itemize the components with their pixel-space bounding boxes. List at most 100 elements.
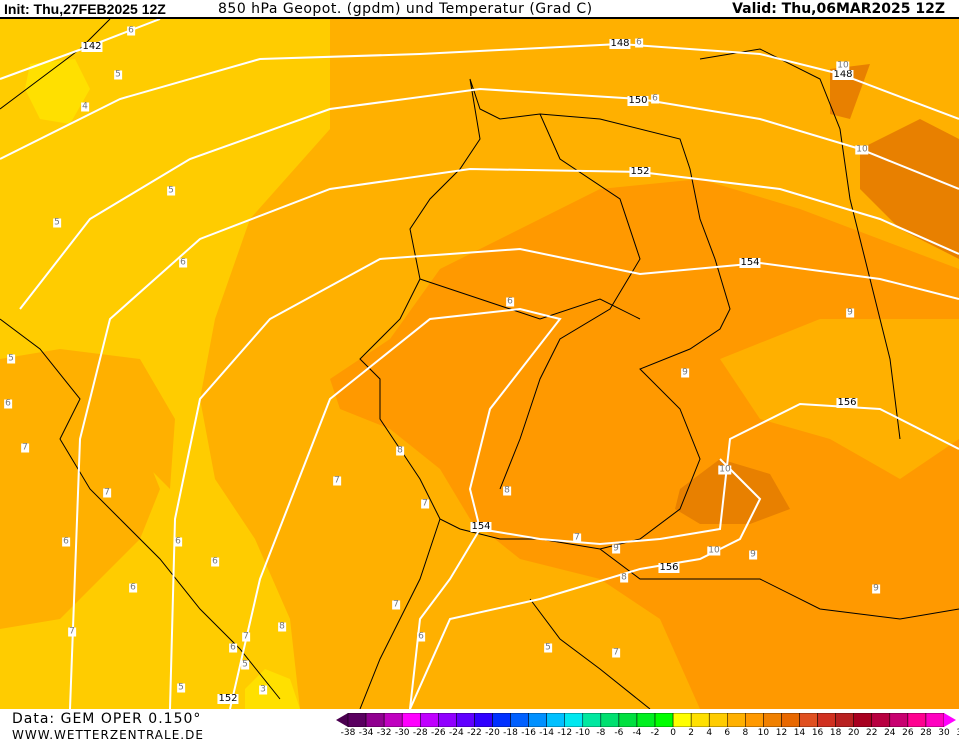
temperature-label: 6 (635, 37, 643, 48)
temperature-label: 10 (718, 464, 732, 475)
geopotential-label: 156 (836, 397, 858, 408)
legend-label: 26 (902, 728, 914, 738)
legend-swatch (708, 713, 728, 727)
legend-label: 8 (742, 728, 749, 738)
weather-map: 142 148 148 150 152 154 154 156 156 152 … (0, 18, 959, 710)
temperature-label: 3 (259, 684, 267, 695)
temperature-label: 7 (421, 498, 429, 509)
legend-label: -22 (467, 728, 482, 738)
temperature-label: 9 (681, 367, 689, 378)
temperature-label: 10 (836, 60, 850, 71)
legend-label: 18 (829, 728, 842, 738)
temp-field-2-4 (25, 59, 90, 124)
temperature-label: 6 (211, 556, 219, 567)
geopotential-label: 148 (609, 38, 631, 49)
legend-label: -30 (394, 728, 410, 738)
legend-label: 20 (847, 728, 860, 738)
legend-swatch (582, 713, 602, 727)
legend-label: 30 (938, 728, 950, 738)
geopotential-label: 152 (217, 693, 239, 704)
temperature-label: 7 (612, 647, 620, 658)
legend-label: -34 (358, 728, 374, 738)
legend-label: -2 (650, 728, 660, 738)
legend-swatch (907, 713, 927, 727)
legend-swatch (636, 713, 656, 727)
legend-swatch (383, 713, 403, 727)
legend-label: -8 (596, 728, 606, 738)
temperature-label: 6 (4, 398, 12, 409)
legend-label: -24 (449, 728, 464, 738)
legend-swatch (889, 713, 909, 727)
temperature-label: 9 (749, 549, 757, 560)
temperature-label: 9 (846, 307, 854, 318)
temperature-label: 7 (333, 475, 341, 486)
legend-label: 6 (724, 728, 731, 738)
temperature-label: 6 (62, 536, 70, 547)
temperature-label: 8 (396, 445, 404, 456)
legend-swatch (835, 713, 854, 727)
temperature-label: 6 (127, 25, 135, 36)
temperature-label: 5 (167, 185, 175, 196)
temp-field-8-10-central (330, 179, 959, 709)
temperature-label: 6 (174, 536, 182, 547)
temperature-label: 6 (506, 296, 514, 307)
legend-swatch (510, 713, 529, 727)
temperature-label: 6 (129, 582, 137, 593)
legend-label: -6 (614, 728, 624, 738)
temperature-label: 5 (53, 217, 61, 228)
map-title: 850 hPa Geopot. (gpdm) und Temperatur (G… (218, 1, 593, 17)
temperature-label: 6 (229, 642, 237, 653)
legend-label: 0 (670, 728, 676, 738)
legend-swatch (438, 713, 457, 727)
legend-swatch (871, 713, 891, 727)
legend-swatch (474, 713, 493, 727)
legend-label: -20 (485, 728, 500, 738)
legend-label: 32 (956, 728, 959, 738)
temperature-label: 6 (417, 631, 425, 642)
legend-label: 10 (757, 728, 770, 738)
legend-swatch (672, 713, 692, 727)
legend-swatch (401, 713, 421, 727)
legend-label: -26 (430, 728, 446, 738)
legend-label: -28 (412, 728, 428, 738)
geopotential-label: 154 (739, 257, 761, 268)
geopotential-label: 142 (81, 41, 103, 52)
geopotential-label: 156 (658, 562, 680, 573)
valid-time: Valid: Thu,06MAR2025 12Z (732, 1, 945, 17)
temperature-label: 4 (81, 101, 89, 112)
geopotential-label: 150 (627, 95, 649, 106)
legend-swatch (690, 713, 710, 727)
website: WWW.WETTERZENTRALE.DE (12, 728, 204, 742)
legend-swatch (456, 713, 475, 727)
map-canvas (0, 18, 959, 710)
legend-swatch (365, 713, 385, 727)
legend-swatch (745, 713, 764, 727)
legend-labels: -38 -34 -32 -30 -28 -26 -24 -22 -20 -18 -16 -14 -12-… (336, 728, 959, 740)
legend-swatch (347, 713, 367, 727)
legend-label: -4 (632, 728, 642, 738)
legend-label: -16 (521, 728, 536, 738)
temp-field-4-6-west (0, 399, 160, 629)
legend-label: 24 (884, 728, 896, 738)
legend-swatch (564, 713, 584, 727)
temperature-label: 5 (177, 682, 185, 693)
temperature-label: 7 (68, 626, 76, 637)
legend-arrow-left (336, 713, 348, 727)
color-legend (336, 713, 956, 727)
legend-label: -32 (376, 728, 392, 738)
temp-field-6-8-south (380, 589, 640, 709)
temperature-label: 6 (651, 93, 659, 104)
temperature-label: 7 (21, 442, 29, 453)
temperature-label: 7 (573, 532, 581, 543)
legend-swatch (781, 713, 800, 727)
legend-label: -12 (557, 728, 573, 738)
temperature-label: 10 (707, 545, 721, 556)
geopotential-label: 154 (470, 521, 492, 532)
temperature-label: 9 (612, 543, 620, 554)
temperature-label: 7 (242, 631, 250, 642)
temperature-label: 8 (503, 485, 511, 496)
temperature-label: 8 (620, 572, 628, 583)
legend-label: 22 (866, 728, 878, 738)
legend-swatch (727, 713, 746, 727)
geopotential-lines (0, 18, 959, 710)
